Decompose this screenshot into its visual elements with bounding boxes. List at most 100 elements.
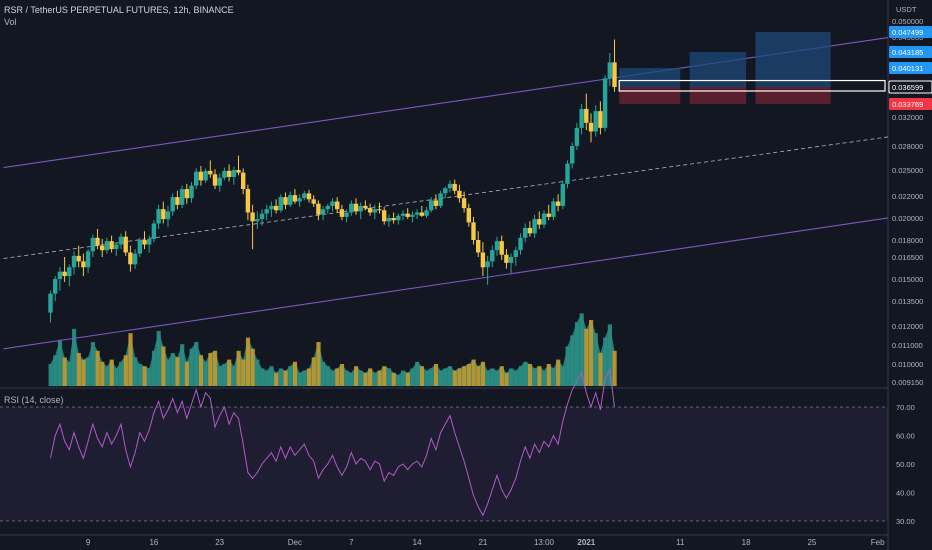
volume-bar [368, 368, 373, 386]
volume-bar [128, 333, 133, 386]
volume-bar [142, 366, 147, 386]
candle-body [123, 236, 128, 253]
candle-body [292, 195, 298, 202]
price-tick-label: 0.012000 [892, 322, 923, 331]
time-tick-label: 16 [149, 538, 158, 547]
grid [0, 0, 889, 550]
time-tick-label: Dec [288, 538, 302, 547]
candle-body [344, 212, 349, 217]
candle-body [194, 171, 199, 186]
volume-bar [48, 364, 53, 386]
volume-bar [391, 372, 396, 386]
volume-bar [382, 366, 387, 386]
volume-bar [513, 370, 518, 386]
volume-bar [344, 370, 349, 386]
price-tick-label: 0.032000 [892, 113, 923, 122]
candle-body [222, 170, 227, 178]
candle-body [349, 203, 354, 213]
volume-bar [372, 372, 377, 386]
price-badge [889, 26, 932, 38]
candle-body [53, 279, 58, 294]
volume-bar [76, 353, 81, 386]
candle-body [574, 127, 580, 146]
candle-body [278, 197, 283, 211]
volume-bar [457, 368, 462, 386]
volume-bar [161, 346, 166, 386]
candle-body [527, 227, 533, 234]
volume-bar [518, 366, 523, 386]
price-badge-label: 0.036599 [892, 83, 923, 92]
candle-body [81, 261, 86, 268]
candle-body [335, 201, 340, 210]
candle-body [264, 209, 269, 214]
volume-bar [217, 366, 222, 386]
volume-bar [339, 364, 345, 386]
candle-body [433, 200, 439, 206]
volume-bar [485, 370, 490, 386]
volume-bar [264, 370, 269, 386]
rsi-band-fill [0, 407, 888, 521]
symbol-title: RSR / TetherUS PERPETUAL FUTURES, 12h, B… [4, 5, 234, 15]
time-tick-label: 25 [807, 538, 816, 547]
candle-body [353, 203, 359, 212]
candle-body [283, 197, 288, 205]
candle-body [508, 257, 514, 263]
volume-bar [137, 364, 142, 386]
volume-bar [386, 368, 392, 386]
price-tick-label: 0.013500 [892, 297, 923, 306]
price-badge [888, 80, 932, 94]
candle-body [208, 170, 213, 175]
volume-bar [203, 361, 208, 386]
candle-body [551, 201, 556, 217]
candle-body [142, 240, 147, 245]
candle-body [410, 214, 415, 217]
position-stop-zone [689, 87, 747, 104]
candle-body [367, 208, 373, 213]
volume-bar [72, 328, 77, 386]
volume-bar [466, 364, 471, 386]
price-tick-label: 0.028000 [892, 142, 923, 151]
volume-bar [584, 328, 589, 386]
price-badge [889, 46, 932, 58]
candle-body [132, 253, 138, 265]
candle-body [499, 241, 504, 255]
volume-bar [86, 357, 91, 386]
volume-bar [260, 368, 265, 386]
candle-body [419, 212, 424, 216]
volume-bar [565, 346, 570, 386]
candle-body [241, 172, 246, 190]
candle-body [386, 218, 392, 222]
volume-bar [551, 368, 556, 386]
candle-body [165, 211, 171, 220]
candle-body [231, 170, 236, 177]
candle-body [424, 210, 429, 216]
volume-bar [95, 350, 100, 386]
candle-body [523, 227, 528, 238]
volume-bar [509, 368, 514, 386]
volume-bar [307, 368, 312, 386]
time-tick-label: 21 [478, 538, 487, 547]
volume-bar [527, 364, 533, 386]
volume-bar [156, 331, 161, 386]
volume-bar [589, 320, 594, 386]
candle-body [452, 183, 457, 191]
volume-bar [443, 368, 448, 386]
volume-bars [48, 313, 617, 386]
volume-bar [593, 333, 598, 386]
volume-bar [288, 366, 293, 386]
volume-bar [274, 372, 279, 386]
candle-body [288, 195, 293, 205]
candle-body [95, 237, 100, 246]
candle-body [471, 222, 476, 240]
candle-body [537, 219, 542, 225]
candle-body [494, 241, 500, 251]
position-tools[interactable] [618, 32, 886, 104]
volume-bar [297, 372, 302, 386]
volume-bar [147, 368, 152, 386]
volume-bar [349, 372, 354, 386]
candle-body [396, 215, 401, 221]
volume-bar [227, 359, 232, 386]
candle-body [612, 62, 617, 87]
volume-bar [438, 370, 443, 386]
